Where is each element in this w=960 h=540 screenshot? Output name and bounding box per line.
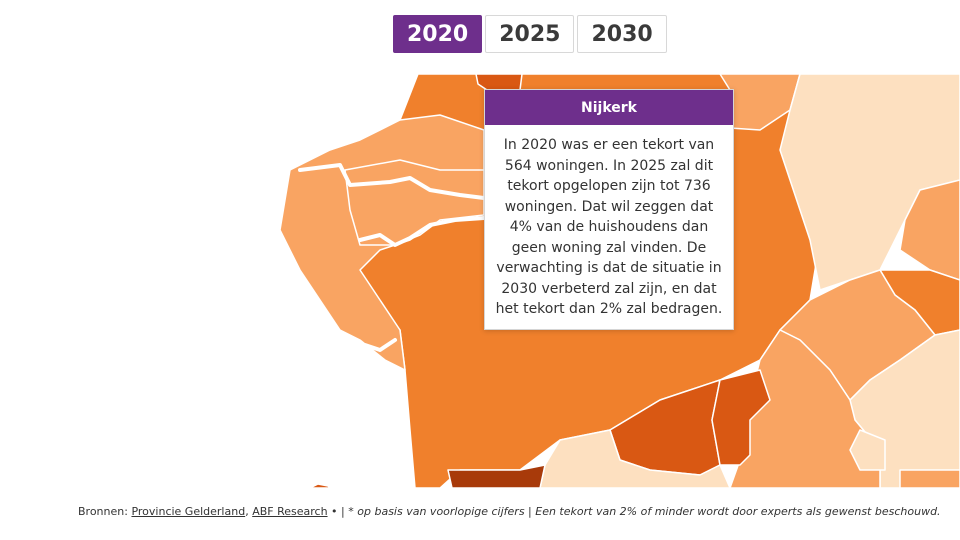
footer-note: * op basis van voorlopige cijfers | Een … [348, 505, 941, 518]
map-region[interactable] [849, 429, 886, 471]
pipe: | [341, 505, 345, 518]
river-line [298, 163, 486, 200]
bullet: • [331, 505, 338, 518]
map-region[interactable] [711, 369, 771, 466]
year-tab-2020[interactable]: 2020 [393, 15, 483, 53]
tooltip-title: Nijkerk [485, 90, 733, 125]
year-tab-2025[interactable]: 2025 [485, 15, 575, 53]
river-line [348, 338, 397, 362]
footer-sources: Bronnen: Provincie Gelderland, ABF Resea… [78, 505, 941, 518]
river-line [358, 216, 486, 247]
map-region[interactable] [899, 469, 960, 489]
source-link-provincie[interactable]: Provincie Gelderland [131, 505, 246, 518]
map-region[interactable] [447, 464, 546, 489]
sources-label: Bronnen: [78, 505, 128, 518]
year-selector: 2020 2025 2030 [393, 15, 667, 53]
map-region[interactable] [309, 483, 331, 489]
region-tooltip: Nijkerk In 2020 was er een tekort van 56… [484, 89, 734, 330]
separator: , [245, 505, 249, 518]
tooltip-body: In 2020 was er een tekort van 564 woning… [495, 137, 723, 317]
year-tab-2030[interactable]: 2030 [577, 15, 667, 53]
source-link-abf[interactable]: ABF Research [252, 505, 328, 518]
